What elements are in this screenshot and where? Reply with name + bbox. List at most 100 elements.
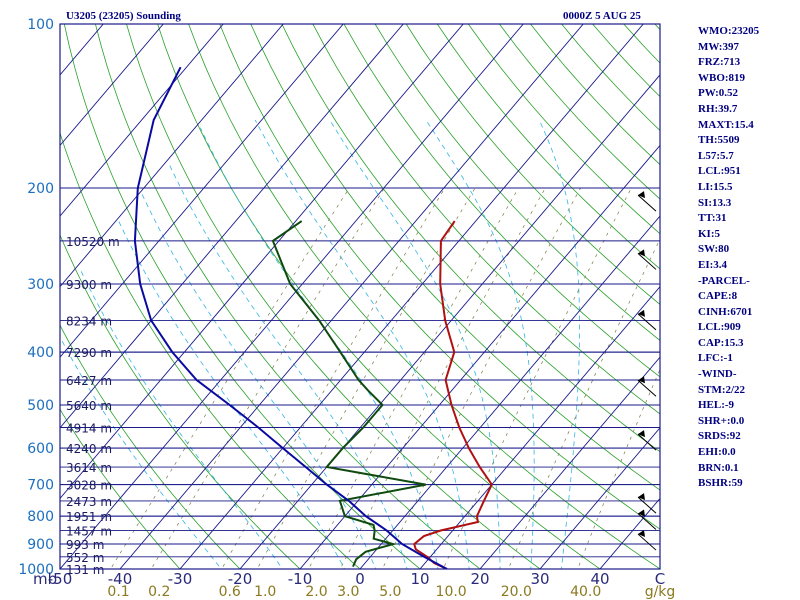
dry-adiabat-line <box>60 233 301 569</box>
sounding-index: LCL:909 <box>698 321 741 334</box>
dry-adiabat-line <box>188 24 660 569</box>
wind-barb <box>637 249 657 270</box>
wind-barb-staff <box>637 513 657 530</box>
sounding-index: WBO:819 <box>698 71 746 84</box>
height-label: 552 m <box>66 551 104 565</box>
wind-barb-flag <box>638 249 645 257</box>
height-label: 10520 m <box>66 235 120 249</box>
wind-barb-staff <box>637 533 657 551</box>
pressure-tick-label: 1000 <box>18 562 54 578</box>
sounding-index: HEL:-9 <box>698 399 735 412</box>
sounding-index: RH:39.7 <box>698 102 738 115</box>
wind-barb-staff <box>637 496 657 514</box>
isotherm-line <box>60 24 164 147</box>
dry-adiabat-line <box>95 24 481 569</box>
plot-frame <box>59 23 661 570</box>
wind-barb-flag <box>638 530 645 538</box>
wind-barb-staff <box>637 379 657 397</box>
height-label: 1951 m <box>66 510 112 524</box>
dry-adiabat-line <box>779 24 800 581</box>
sounding-indices-list: WMO:23205 MW:397 FRZ:713 WBO:819 PW:0.52 RH:3… <box>698 24 759 492</box>
sounding-series-line-1 <box>271 220 426 568</box>
temperature-tick-label: 30 <box>530 570 549 588</box>
moist-adiabat-line <box>118 220 345 569</box>
pressure-tick-label: 500 <box>27 398 54 414</box>
pressure-tick-label: 300 <box>27 277 54 293</box>
sounding-series-line-0 <box>413 220 493 569</box>
isotherm-line <box>479 356 660 569</box>
sounding-index: SW:80 <box>698 243 730 256</box>
wind-barb-staff <box>637 194 657 212</box>
temperature-tick-label: 0 <box>355 570 365 588</box>
temperature-tick-label: -10 <box>288 570 313 588</box>
pressure-unit-label: mb <box>33 570 57 588</box>
mixing-ratio-line <box>256 187 476 569</box>
sounding-index: TH:5509 <box>698 134 740 147</box>
wind-barb-flag <box>638 376 645 384</box>
sounding-index: EI:3.4 <box>698 258 728 271</box>
temperature-tick-label: 40 <box>590 570 609 588</box>
isotherm-line <box>0 0 4 581</box>
sounding-index: EHI:0.0 <box>698 446 736 459</box>
sounding-index: SHR+:0.0 <box>698 414 745 427</box>
isotherm-line <box>60 24 224 217</box>
height-label: 1457 m <box>66 525 112 539</box>
pressure-tick-label: 600 <box>27 441 54 457</box>
temperature-tick-label: 10 <box>410 570 429 588</box>
mixing-ratio-unit-label: g/kg <box>645 584 676 600</box>
wind-barb-staff <box>637 433 657 451</box>
sounding-index: -WIND- <box>698 368 737 381</box>
height-label: 6427 m <box>66 374 112 388</box>
moist-adiabat-line <box>141 193 377 569</box>
wind-barb-flag <box>638 309 645 317</box>
isotherm-line <box>299 144 660 569</box>
sounding-index: MAXT:15.4 <box>698 118 754 131</box>
sounding-series-line-2 <box>133 66 448 569</box>
wind-barb-staff <box>637 313 657 331</box>
wind-barb <box>637 493 657 514</box>
isotherm-line <box>239 74 660 569</box>
mixing-ratio-label: 1.0 <box>254 584 276 600</box>
height-label: 4240 m <box>66 442 112 456</box>
temperature-tick-label: -40 <box>108 570 133 588</box>
temperature-tick-label: -30 <box>168 570 193 588</box>
height-label: 8234 m <box>66 315 112 329</box>
isotherm-line <box>60 24 464 500</box>
wind-barb <box>637 509 657 530</box>
mixing-ratio-label: 0.1 <box>107 584 129 600</box>
sounding-index: BRN:0.1 <box>698 461 739 474</box>
wind-barb <box>637 430 657 451</box>
moist-adiabat-line <box>168 162 408 569</box>
wind-barb <box>637 376 657 397</box>
dry-adiabat-line <box>405 24 660 305</box>
dry-adiabat-line <box>219 24 660 530</box>
dry-adiabat-line <box>343 24 660 378</box>
sounding-index: CAP:15.3 <box>698 336 744 349</box>
wind-barb-staff <box>637 253 657 270</box>
sounding-index: BSHR:59 <box>698 477 743 490</box>
sounding-index: PW:0.52 <box>698 87 739 100</box>
mixing-ratio-label: 40.0 <box>570 584 601 600</box>
temperature-tick-label: -50 <box>48 570 73 588</box>
sounding-index: TT:31 <box>698 212 727 225</box>
height-label: 3614 m <box>66 461 112 475</box>
pressure-tick-label: 700 <box>27 478 54 494</box>
sounding-index: MW:397 <box>698 40 739 53</box>
pressure-tick-label: 900 <box>27 537 54 553</box>
dry-adiabat-line <box>60 408 181 569</box>
mixing-ratio-label: 2.0 <box>305 584 327 600</box>
height-label: 993 m <box>66 538 104 552</box>
isotherm-line <box>359 215 660 569</box>
sounding-index: CAPE:8 <box>698 290 738 303</box>
mixing-ratio-label: 5.0 <box>379 584 401 600</box>
sounding-index: WMO:23205 <box>698 25 760 37</box>
wind-barb <box>637 530 657 551</box>
sounding-index: LFC:-1 <box>698 352 733 365</box>
isotherm-line <box>60 24 524 569</box>
wind-barb-flag <box>638 191 645 199</box>
isotherm-line <box>539 427 660 569</box>
pressure-tick-label: 800 <box>27 509 54 525</box>
dry-adiabat-line <box>60 324 241 569</box>
wind-barb-flag <box>638 430 645 438</box>
